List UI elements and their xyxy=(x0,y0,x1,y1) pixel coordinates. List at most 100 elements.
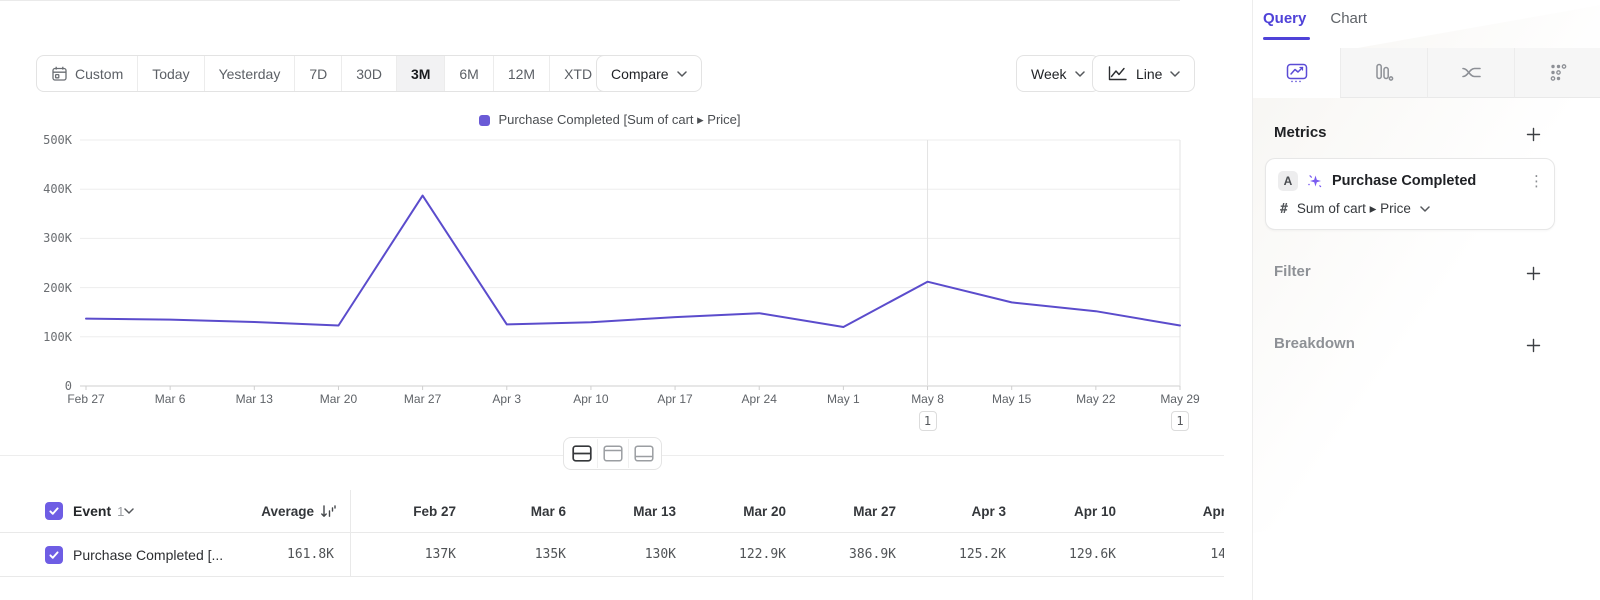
date-range-control: Custom Today Yesterday 7D 30D 3M 6M 12M XTD xyxy=(36,55,625,92)
date-range-custom[interactable]: Custom xyxy=(37,56,137,91)
number-type-icon: # xyxy=(1280,201,1288,217)
chart-type-button[interactable]: Line xyxy=(1092,55,1196,92)
check-icon xyxy=(49,550,59,559)
table-cell-value: 135K xyxy=(534,547,566,562)
compare-label: Compare xyxy=(611,65,669,82)
aggregation-label: Sum of cart ▸ Price xyxy=(1296,201,1411,216)
view-toggle xyxy=(563,437,662,470)
x-axis-label: Apr 3 xyxy=(492,392,522,406)
table-column-header: Apr 3 xyxy=(971,503,1006,519)
chevron-down-icon xyxy=(676,70,687,77)
table-only-icon xyxy=(634,445,654,462)
table-column-header: Mar 6 xyxy=(530,503,566,519)
chart-only-icon xyxy=(603,445,623,462)
sort-descending-icon xyxy=(321,504,336,517)
chart-only-button[interactable] xyxy=(597,439,628,468)
date-range-6m[interactable]: 6M xyxy=(444,56,492,91)
tab-chart[interactable]: Chart xyxy=(1330,10,1367,37)
event-dropdown-label[interactable]: Event xyxy=(73,503,112,519)
metric-letter-badge: A xyxy=(1278,171,1298,191)
x-axis-label: May 22 xyxy=(1076,392,1116,406)
kebab-menu-icon[interactable]: ⋮ xyxy=(1529,171,1544,190)
date-range-label: 12M xyxy=(507,65,536,82)
date-range-label: 30D xyxy=(356,65,382,82)
viz-flow[interactable] xyxy=(1427,48,1514,98)
annotation-badge[interactable]: 1 xyxy=(918,411,937,431)
date-range-12m[interactable]: 12M xyxy=(492,56,549,91)
table-column-header: Mar 13 xyxy=(633,503,676,519)
legend-label: Purchase Completed [Sum of cart ▸ Price] xyxy=(498,112,741,127)
x-axis-label: May 15 xyxy=(992,392,1032,406)
y-axis-label: 0 xyxy=(64,379,72,393)
chart-type-label: Line xyxy=(1136,65,1163,82)
metrics-title: Metrics xyxy=(1274,124,1327,141)
viz-line-chart[interactable] xyxy=(1253,48,1340,98)
table-cell-value: 386.9K xyxy=(849,547,896,562)
bar-chart-icon xyxy=(1376,63,1394,81)
y-axis-label: 200K xyxy=(43,280,72,295)
x-axis-label: May 29 xyxy=(1160,392,1200,406)
chevron-down-icon xyxy=(124,508,135,514)
table-column-header: Mar 27 xyxy=(853,503,896,519)
table-cell-value: 129.6K xyxy=(1069,547,1116,562)
x-axis-label: Mar 13 xyxy=(235,392,273,406)
average-sort-button[interactable]: Average xyxy=(261,504,350,519)
plus-icon xyxy=(1526,127,1540,141)
chevron-down-icon xyxy=(1170,70,1181,77)
grid-dots-icon xyxy=(1550,64,1566,81)
add-filter-button[interactable] xyxy=(1524,264,1542,282)
check-icon xyxy=(49,507,59,515)
select-all-checkbox[interactable] xyxy=(45,502,63,520)
add-breakdown-button[interactable] xyxy=(1524,336,1542,354)
x-axis-label: Apr 24 xyxy=(741,392,777,406)
compare-button[interactable]: Compare xyxy=(596,55,702,92)
metric-aggregation-row[interactable]: # Sum of cart ▸ Price xyxy=(1280,201,1430,217)
viz-bar-chart[interactable] xyxy=(1340,48,1427,98)
table-only-button[interactable] xyxy=(628,439,659,468)
chevron-down-icon xyxy=(1074,70,1085,77)
metric-card: A Purchase Completed ⋮ # Sum of cart ▸ P… xyxy=(1265,158,1555,230)
metric-name: Purchase Completed xyxy=(1332,173,1477,189)
line-chart-small-icon xyxy=(1108,66,1127,81)
viz-grid-dots[interactable] xyxy=(1514,48,1600,98)
date-range-label: Yesterday xyxy=(218,65,281,82)
x-axis-label: Mar 20 xyxy=(319,392,358,406)
date-range-3m[interactable]: 3M xyxy=(395,56,445,91)
row-checkbox[interactable] xyxy=(45,545,63,564)
y-axis-label: 300K xyxy=(43,231,72,246)
chevron-down-icon xyxy=(1420,206,1430,212)
line-chart-icon xyxy=(1286,63,1307,83)
y-axis-label: 100K xyxy=(43,329,72,344)
average-label: Average xyxy=(261,503,314,519)
date-range-yesterday[interactable]: Yesterday xyxy=(203,56,295,91)
y-axis-label: 400K xyxy=(43,182,72,197)
event-count: 1 xyxy=(117,503,125,519)
add-metric-button[interactable] xyxy=(1524,125,1542,143)
annotation-badge[interactable]: 1 xyxy=(1171,411,1189,431)
date-range-label: XTD xyxy=(564,65,593,82)
flow-icon xyxy=(1461,67,1481,78)
table-column-header: Apr 10 xyxy=(1073,503,1116,519)
sparkle-icon xyxy=(1308,175,1322,188)
table-cell-value: 122.9K xyxy=(739,547,786,562)
tab-query[interactable]: Query xyxy=(1263,10,1311,40)
x-axis-label: Mar 6 xyxy=(154,392,186,406)
metric-event-row[interactable]: A Purchase Completed ⋮ xyxy=(1278,171,1544,191)
x-axis-label: May 8 xyxy=(911,392,944,406)
granularity-button[interactable]: Week xyxy=(1016,55,1100,92)
date-range-7d[interactable]: 7D xyxy=(294,56,341,91)
legend-item[interactable]: Purchase Completed [Sum of cart ▸ Price] xyxy=(479,112,741,128)
date-range-label: 6M xyxy=(459,65,479,82)
split-view-button[interactable] xyxy=(566,439,597,468)
calendar-icon xyxy=(52,66,67,81)
series-line[interactable] xyxy=(85,194,1181,328)
top-divider xyxy=(0,0,1180,1)
x-axis-label: Mar 27 xyxy=(403,392,442,406)
results-table: Event 1 Average Feb 27 Mar 6 Mar 13 Mar 20 M… xyxy=(0,490,1224,580)
table-row: Purchase Completed [... 161.8K 137K 135K 1… xyxy=(0,533,1224,577)
plus-icon xyxy=(1526,266,1540,280)
line-chart xyxy=(80,139,1181,390)
row-name[interactable]: Purchase Completed [... xyxy=(73,546,224,563)
date-range-today[interactable]: Today xyxy=(137,56,203,91)
date-range-30d[interactable]: 30D xyxy=(341,56,396,91)
